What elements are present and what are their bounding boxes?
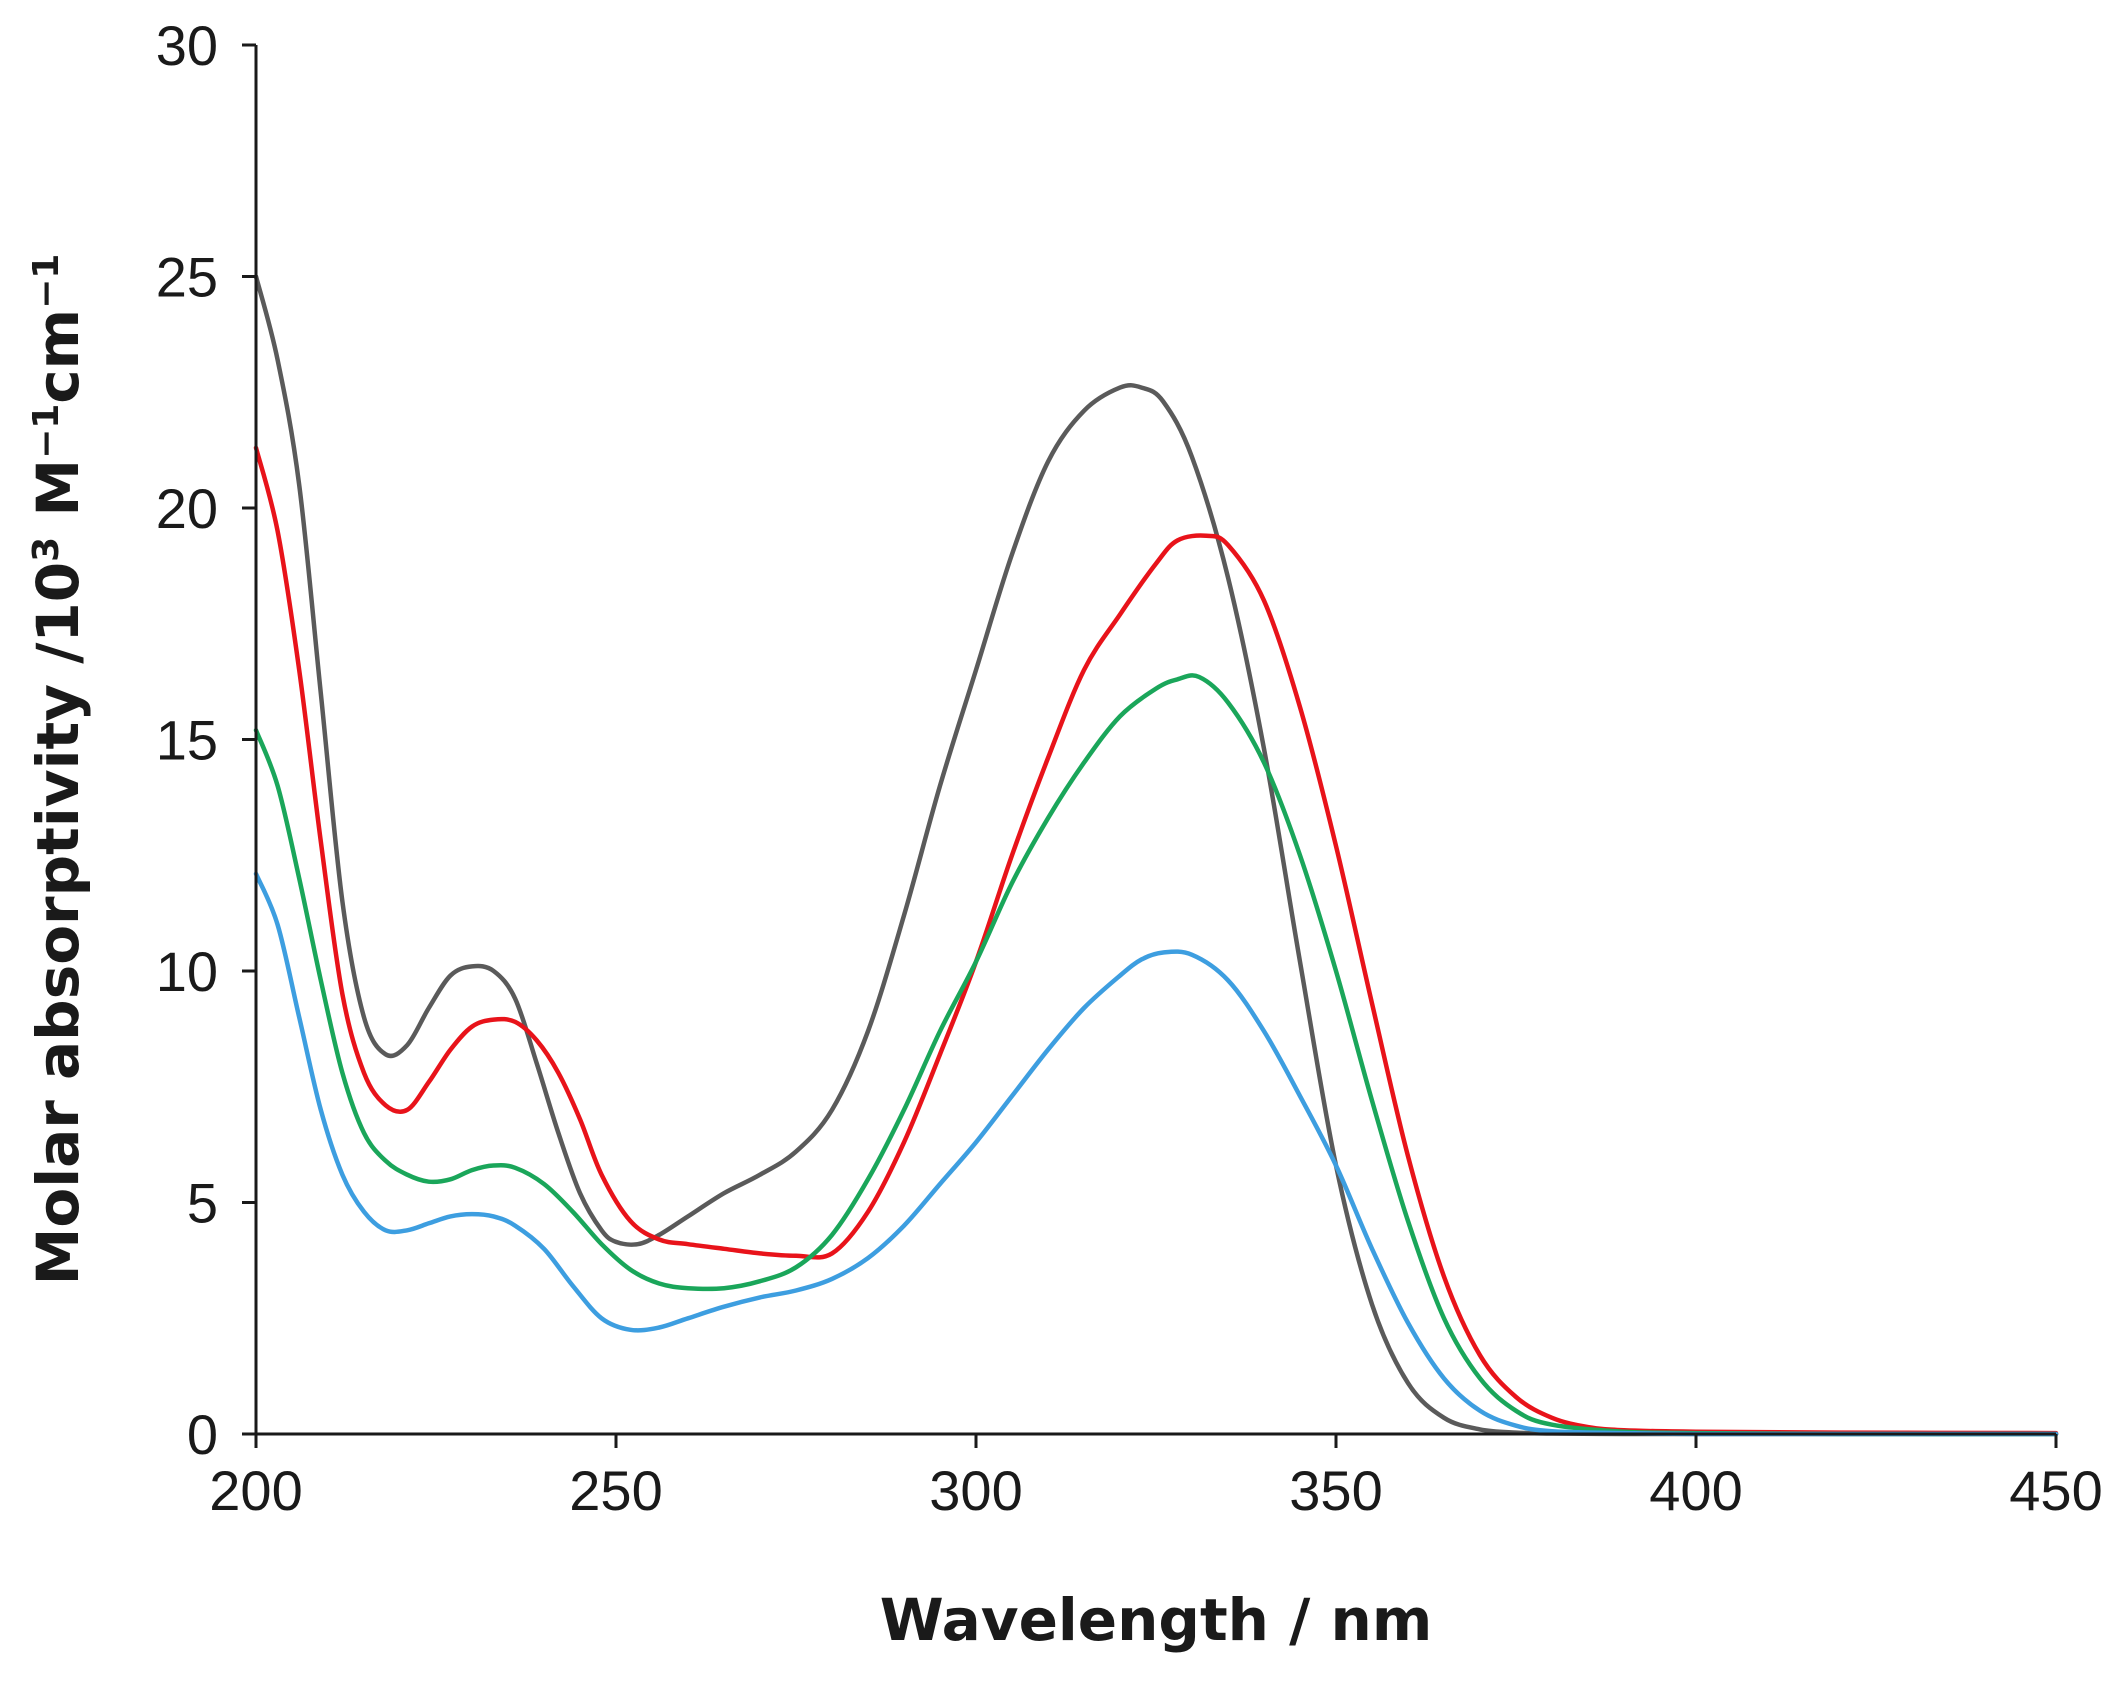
y-axis-title: Molar absorptivity /103 M−1cm−1 (24, 254, 92, 1286)
y-tick-label: 15 (156, 709, 218, 772)
y-axis-title-prefix: Molar absorptivity /10 (24, 562, 92, 1285)
y-tick-label: 5 (187, 1172, 218, 1235)
x-tick-label: 400 (1649, 1459, 1742, 1522)
x-axis-title: Wavelength / nm (880, 1586, 1433, 1654)
x-tick-label: 250 (569, 1459, 662, 1522)
series-line-1 (253, 274, 2059, 1437)
x-tick-label: 300 (929, 1459, 1022, 1522)
x-tick-label: 450 (2009, 1459, 2102, 1522)
y-tick-label: 10 (156, 940, 218, 1003)
y-axis-title-unit-cm: cm (24, 309, 92, 404)
series-line-4 (253, 871, 2059, 1437)
y-axis-ticks: 0 5 10 15 20 25 30 (156, 14, 256, 1466)
x-axis-ticks: 200 250 300 350 400 450 (209, 1434, 2103, 1522)
y-tick-label: 20 (156, 477, 218, 540)
y-tick-label: 0 (187, 1403, 218, 1466)
y-axis-title-sup-cm: −1 (26, 254, 67, 309)
x-tick-label: 350 (1289, 1459, 1382, 1522)
y-axis-title-sup-exponent: 3 (26, 537, 67, 562)
y-axis-title-sup-m: −1 (26, 404, 67, 459)
y-axis-title-unit-m: M (24, 459, 92, 537)
series-layer (253, 274, 2059, 1437)
y-tick-label: 30 (156, 14, 218, 77)
series-line-2 (253, 445, 2059, 1436)
series-line-3 (253, 673, 2059, 1437)
x-tick-label: 200 (209, 1459, 302, 1522)
y-tick-label: 25 (156, 246, 218, 309)
